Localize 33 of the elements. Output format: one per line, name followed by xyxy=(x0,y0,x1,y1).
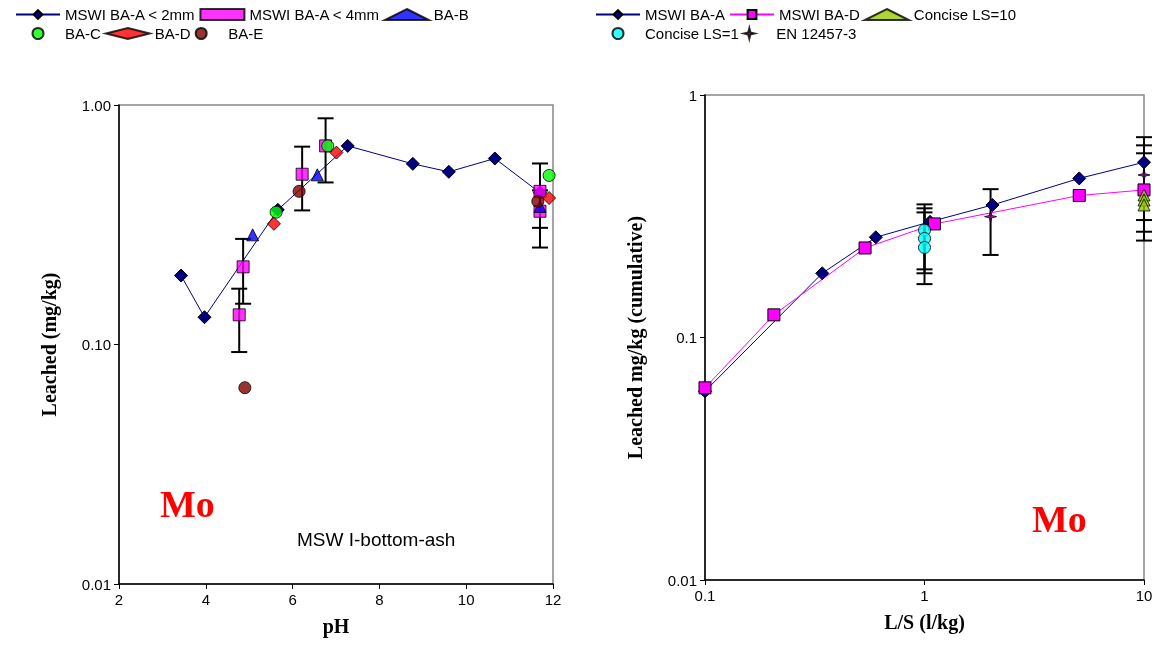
x-tick-label: 6 xyxy=(288,591,297,608)
x-tick-label: 8 xyxy=(375,591,384,608)
y-axis-title: Leached (mg/kg) xyxy=(38,272,61,417)
legend-label: EN 12457-3 xyxy=(776,25,857,42)
x-tick-label: 2 xyxy=(114,591,124,608)
x-tick-label: 10 xyxy=(1135,587,1153,604)
legend-label: Concise LS=1 xyxy=(645,25,739,42)
legend-label: MSWI BA-A < 4mm xyxy=(249,6,380,23)
y-tick-label: 1 xyxy=(688,86,697,104)
x-tick-label: 1 xyxy=(920,587,929,604)
y-tick-label: 0.1 xyxy=(676,329,697,346)
legend-label: MSWI BA-A < 2mm xyxy=(65,6,195,23)
x-tick-label: 0.1 xyxy=(694,587,716,604)
annotation: MSW I-bottom-ash xyxy=(297,529,456,550)
legend-label: BA-B xyxy=(433,6,469,23)
legend-label: Concise LS=10 xyxy=(913,6,1016,23)
y-axis-title: Leached mg/kg (cumulative) xyxy=(624,215,647,460)
legend-label: MSWI BA-A xyxy=(645,6,726,23)
annotation: Mo xyxy=(160,483,215,525)
y-tick-label: 0.01 xyxy=(81,575,111,593)
x-tick-label: 12 xyxy=(544,591,562,608)
legend-label: BA-D xyxy=(154,25,191,42)
annotation: Mo xyxy=(1032,498,1087,540)
x-tick-label: 10 xyxy=(457,591,475,608)
y-tick-label: 0.01 xyxy=(667,571,697,589)
x-axis-title: L/S (l/kg) xyxy=(884,611,965,634)
legend-label: BA-C xyxy=(65,25,101,42)
x-axis-title: pH xyxy=(322,615,350,638)
legend-label: MSWI BA-D xyxy=(779,6,860,23)
y-tick-label: 0.10 xyxy=(81,336,111,353)
legend-label: BA-E xyxy=(228,25,264,42)
x-tick-label: 4 xyxy=(201,591,210,608)
y-tick-label: 1.00 xyxy=(81,96,111,114)
